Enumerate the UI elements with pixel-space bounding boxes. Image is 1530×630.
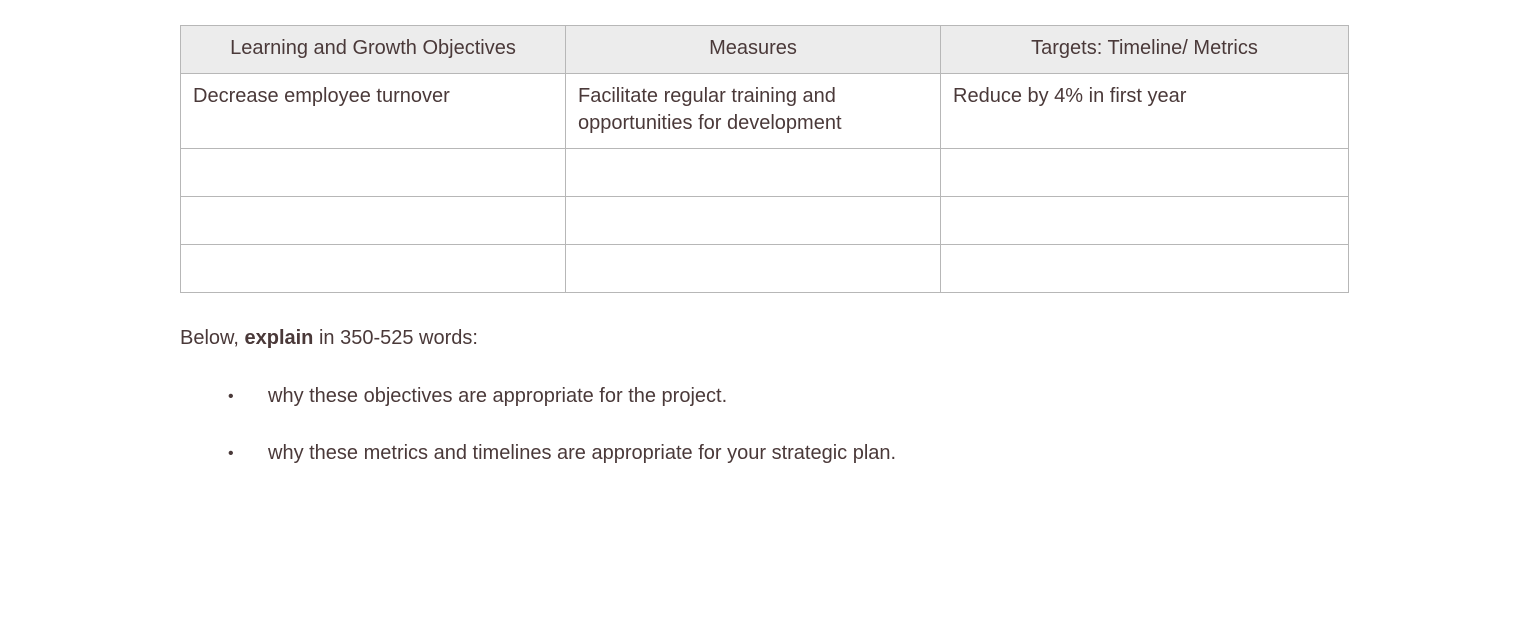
- cell-target[interactable]: Reduce by 4% in first year: [940, 73, 1349, 149]
- bullet-text: why these objectives are appropriate for…: [268, 385, 728, 407]
- cell-objective-empty[interactable]: [180, 196, 566, 245]
- table-row: [180, 244, 1349, 293]
- column-header-objectives: Learning and Growth Objectives: [180, 25, 566, 74]
- cell-objective-empty[interactable]: [180, 148, 566, 197]
- table-row: [180, 148, 1349, 197]
- column-header-measures: Measures: [565, 25, 941, 74]
- objectives-table: Learning and Growth Objectives Measures …: [180, 25, 1349, 293]
- table-row: Decrease employee turnover Facilitate re…: [180, 73, 1349, 149]
- column-header-targets: Targets: Timeline/ Metrics: [940, 25, 1349, 74]
- bullet-text: why these metrics and timelines are appr…: [268, 442, 897, 464]
- bullet-list-item: • why these objectives are appropriate fo…: [180, 383, 727, 410]
- cell-measure[interactable]: Facilitate regular training and opportun…: [565, 73, 941, 149]
- cell-objective[interactable]: Decrease employee turnover: [180, 73, 566, 149]
- cell-target-empty[interactable]: [940, 148, 1349, 197]
- intro-suffix-text: in 350-525 words:: [313, 327, 478, 349]
- table-header-row: Learning and Growth Objectives Measures …: [180, 25, 1349, 74]
- instructions-intro: Below, explain in 350-525 words:: [180, 325, 478, 352]
- cell-target-empty[interactable]: [940, 196, 1349, 245]
- bullet-list-item: • why these metrics and timelines are app…: [180, 440, 896, 467]
- intro-bold-text: explain: [244, 327, 314, 349]
- cell-measure-empty[interactable]: [565, 244, 941, 293]
- bullet-dot-icon: •: [228, 388, 234, 405]
- cell-measure-empty[interactable]: [565, 196, 941, 245]
- intro-prefix-text: Below,: [180, 327, 245, 349]
- table-row: [180, 196, 1349, 245]
- bullet-dot-icon: •: [228, 445, 234, 462]
- cell-measure-empty[interactable]: [565, 148, 941, 197]
- cell-target-empty[interactable]: [940, 244, 1349, 293]
- cell-objective-empty[interactable]: [180, 244, 566, 293]
